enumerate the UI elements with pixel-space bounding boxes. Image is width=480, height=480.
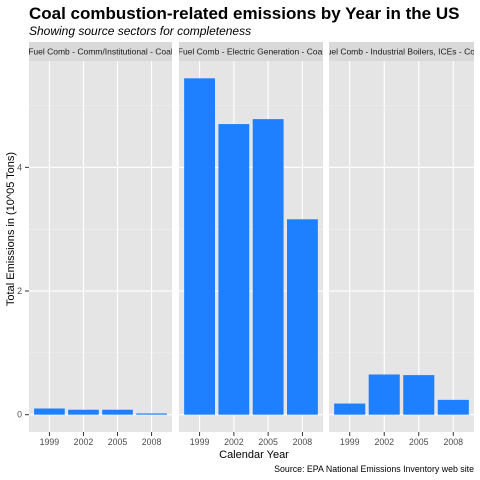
bar — [252, 119, 284, 415]
chart-caption: Source: EPA National Emissions Inventory… — [274, 464, 474, 474]
y-axis: 0 2 4 — [17, 162, 29, 420]
bar — [136, 413, 167, 415]
facet-panel: Fuel Comb - Comm/Institutional - Coal 199… — [28, 42, 173, 447]
facet-strip-label: Fuel Comb - Electric Generation - Coal — [178, 47, 325, 57]
facet-strip — [29, 42, 172, 61]
bar — [368, 374, 400, 415]
x-tick-label: 1999 — [340, 437, 360, 447]
bar — [287, 219, 318, 415]
facet-panels: Fuel Comb - Comm/Institutional - Coal 199… — [28, 42, 480, 447]
facet-strip-label: Fuel Comb - Industrial Boilers, ICEs - C… — [321, 47, 480, 57]
x-tick-label: 2008 — [293, 437, 313, 447]
y-axis-title: Total Emissions in (10^05 Tons) — [5, 152, 17, 306]
facet-strip — [329, 42, 474, 61]
facet-strip — [179, 42, 323, 61]
y-tick-label: 2 — [17, 286, 22, 296]
x-axis-title: Calendar Year — [219, 449, 289, 461]
x-tick-label: 2005 — [258, 437, 278, 447]
x-tick-label: 2002 — [74, 437, 94, 447]
bar — [403, 375, 435, 415]
x-tick-label: 2005 — [409, 437, 429, 447]
bar — [184, 78, 215, 415]
bar — [68, 409, 99, 415]
x-tick-label: 2002 — [374, 437, 394, 447]
chart-subtitle: Showing source sectors for completeness — [29, 24, 251, 38]
panel-background — [29, 61, 172, 432]
chart-title: Coal combustion-related emissions by Yea… — [29, 4, 459, 23]
x-tick-label: 2008 — [443, 437, 463, 447]
x-tick-label: 2002 — [224, 437, 244, 447]
x-tick-label: 2005 — [108, 437, 128, 447]
facet-panel: Fuel Comb - Electric Generation - Coal 19… — [178, 42, 325, 447]
facet-strip-label: Fuel Comb - Comm/Institutional - Coal — [28, 47, 173, 57]
bar — [102, 409, 133, 415]
x-tick-label: 1999 — [190, 437, 210, 447]
panel-background — [329, 61, 474, 432]
facet-panel: Fuel Comb - Industrial Boilers, ICEs - C… — [321, 42, 480, 447]
bar — [218, 124, 250, 415]
bar — [437, 399, 469, 415]
bar — [334, 403, 366, 415]
bar — [34, 408, 65, 415]
y-tick-label: 4 — [17, 162, 22, 172]
y-tick-label: 0 — [17, 410, 22, 420]
x-tick-label: 1999 — [40, 437, 60, 447]
x-tick-label: 2008 — [142, 437, 162, 447]
